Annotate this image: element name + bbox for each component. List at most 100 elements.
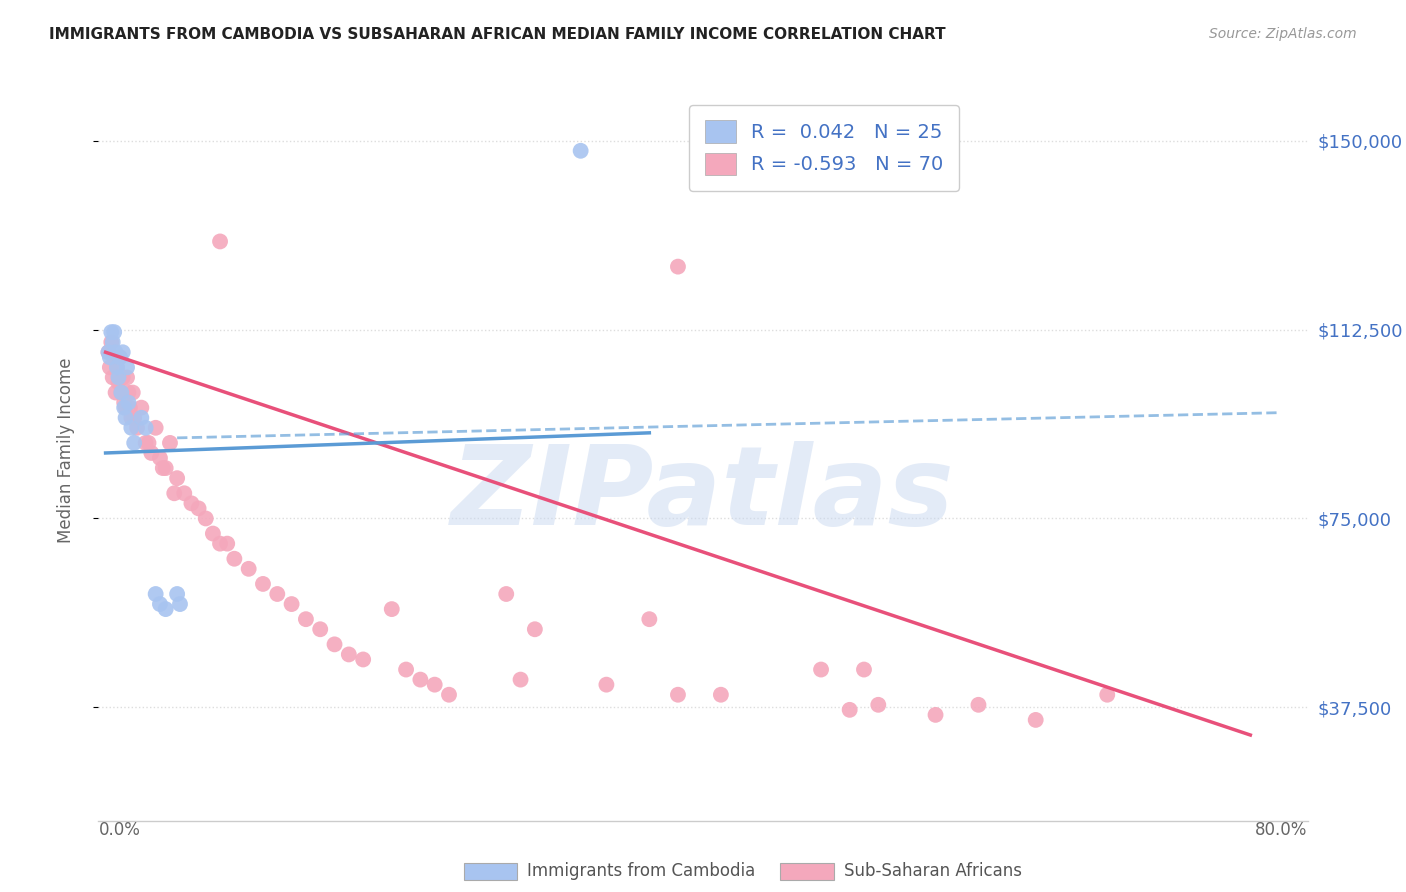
Point: [108, 351, 131, 365]
Point: [117, 395, 139, 409]
Point: [838, 703, 860, 717]
Point: [395, 663, 418, 677]
Point: [110, 385, 132, 400]
Legend: R =  0.042   N = 25, R = -0.593   N = 70: R = 0.042 N = 25, R = -0.593 N = 70: [689, 104, 959, 191]
Point: [108, 351, 131, 365]
Text: ZIPatlas: ZIPatlas: [451, 442, 955, 549]
Point: [163, 486, 186, 500]
Point: [145, 587, 167, 601]
Point: [209, 536, 232, 550]
Point: [169, 597, 191, 611]
Point: [509, 673, 531, 687]
Point: [107, 370, 129, 384]
Point: [280, 597, 302, 611]
Point: [131, 401, 153, 415]
Point: [381, 602, 404, 616]
Point: [114, 410, 136, 425]
Point: [155, 602, 177, 616]
Point: [437, 688, 460, 702]
Point: [495, 587, 517, 601]
Point: [209, 235, 232, 249]
Text: Immigrants from Cambodia: Immigrants from Cambodia: [527, 863, 755, 880]
Point: [110, 385, 132, 400]
Point: [159, 436, 181, 450]
Text: IMMIGRANTS FROM CAMBODIA VS SUBSAHARAN AFRICAN MEDIAN FAMILY INCOME CORRELATION : IMMIGRANTS FROM CAMBODIA VS SUBSAHARAN A…: [49, 27, 946, 42]
Text: 0.0%: 0.0%: [98, 821, 141, 838]
Point: [238, 562, 260, 576]
Point: [352, 652, 374, 666]
Point: [187, 501, 209, 516]
Point: [967, 698, 990, 712]
Point: [138, 436, 160, 450]
Point: [135, 421, 157, 435]
Point: [852, 663, 875, 677]
Point: [180, 496, 202, 510]
Point: [638, 612, 661, 626]
Point: [666, 260, 689, 274]
Point: [666, 688, 689, 702]
Point: [105, 360, 128, 375]
Point: [121, 385, 143, 400]
Point: [337, 648, 360, 662]
Point: [569, 144, 592, 158]
Point: [868, 698, 890, 712]
Point: [120, 410, 142, 425]
Point: [98, 351, 121, 365]
Point: [117, 385, 139, 400]
Point: [201, 526, 224, 541]
Text: Sub-Saharan Africans: Sub-Saharan Africans: [844, 863, 1022, 880]
Point: [266, 587, 288, 601]
Point: [149, 450, 172, 465]
Point: [122, 410, 145, 425]
Point: [97, 345, 120, 359]
Point: [810, 663, 832, 677]
Point: [155, 461, 177, 475]
Point: [131, 410, 153, 425]
Text: 80.0%: 80.0%: [1256, 821, 1308, 838]
Point: [104, 385, 127, 400]
Point: [101, 335, 124, 350]
Point: [295, 612, 318, 626]
Point: [152, 461, 174, 475]
Point: [107, 376, 129, 390]
Point: [224, 551, 246, 566]
Point: [118, 401, 141, 415]
Point: [194, 511, 217, 525]
Point: [166, 471, 188, 485]
Point: [120, 421, 142, 435]
Point: [1097, 688, 1119, 702]
Point: [104, 345, 127, 359]
Point: [166, 587, 188, 601]
Point: [149, 597, 172, 611]
Point: [409, 673, 432, 687]
Point: [100, 335, 122, 350]
Point: [97, 345, 120, 359]
Point: [122, 436, 145, 450]
Point: [135, 436, 157, 450]
Point: [105, 360, 128, 375]
Point: [252, 577, 274, 591]
Point: [309, 622, 332, 636]
Point: [98, 360, 121, 375]
Point: [423, 678, 446, 692]
Point: [710, 688, 733, 702]
Point: [103, 325, 125, 339]
Point: [101, 370, 124, 384]
Point: [141, 446, 163, 460]
Point: [114, 401, 136, 415]
Y-axis label: Median Family Income: Median Family Income: [56, 358, 75, 543]
Point: [1025, 713, 1047, 727]
Point: [112, 395, 135, 409]
Point: [145, 421, 167, 435]
Point: [125, 421, 148, 435]
Point: [115, 370, 138, 384]
Point: [323, 637, 346, 651]
Point: [595, 678, 617, 692]
Point: [173, 486, 195, 500]
Point: [103, 351, 125, 365]
Point: [100, 325, 122, 339]
Text: Source: ZipAtlas.com: Source: ZipAtlas.com: [1209, 27, 1357, 41]
Point: [112, 401, 135, 415]
Point: [115, 360, 138, 375]
Point: [111, 345, 134, 359]
